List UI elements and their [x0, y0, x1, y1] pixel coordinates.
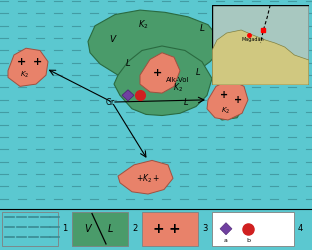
- Text: L: L: [199, 24, 204, 32]
- Text: $K_2$: $K_2$: [222, 106, 231, 116]
- Polygon shape: [207, 80, 248, 120]
- Text: Gr: Gr: [105, 98, 115, 106]
- Text: V: V: [109, 35, 115, 44]
- FancyBboxPatch shape: [212, 212, 294, 246]
- Text: $K_2$: $K_2$: [138, 18, 148, 31]
- Text: $+K_2+$: $+K_2+$: [136, 172, 160, 184]
- Polygon shape: [220, 223, 232, 235]
- Text: +: +: [220, 90, 228, 100]
- Text: L: L: [126, 60, 130, 68]
- Polygon shape: [140, 53, 180, 93]
- FancyBboxPatch shape: [142, 212, 198, 246]
- FancyBboxPatch shape: [2, 212, 58, 246]
- Polygon shape: [88, 10, 220, 82]
- Text: 3: 3: [202, 224, 207, 233]
- Text: $K_2$: $K_2$: [173, 81, 183, 94]
- Polygon shape: [215, 98, 243, 120]
- Text: L: L: [184, 98, 188, 106]
- Text: +: +: [17, 57, 27, 67]
- Text: +: +: [168, 222, 180, 236]
- Text: 2: 2: [132, 224, 137, 233]
- Text: b: b: [246, 238, 250, 243]
- Text: +: +: [33, 57, 43, 67]
- Polygon shape: [212, 30, 309, 85]
- Text: Magadan: Magadan: [241, 37, 264, 42]
- Text: $K_2$: $K_2$: [20, 70, 30, 80]
- Text: +: +: [154, 68, 163, 78]
- Text: $J_{1-2}$: $J_{1-2}$: [247, 69, 269, 82]
- FancyBboxPatch shape: [72, 212, 128, 246]
- Text: +: +: [152, 222, 164, 236]
- Text: Alk-Vol: Alk-Vol: [166, 77, 190, 83]
- FancyBboxPatch shape: [212, 5, 309, 85]
- Polygon shape: [8, 48, 48, 86]
- Text: +: +: [234, 95, 242, 105]
- Text: V: V: [84, 224, 90, 234]
- Text: 4: 4: [298, 224, 303, 233]
- Text: 1: 1: [62, 224, 67, 233]
- Polygon shape: [118, 160, 173, 194]
- Text: a: a: [224, 238, 228, 243]
- Text: L: L: [196, 68, 200, 78]
- Polygon shape: [114, 46, 212, 116]
- Text: L: L: [108, 224, 113, 234]
- Polygon shape: [122, 90, 134, 101]
